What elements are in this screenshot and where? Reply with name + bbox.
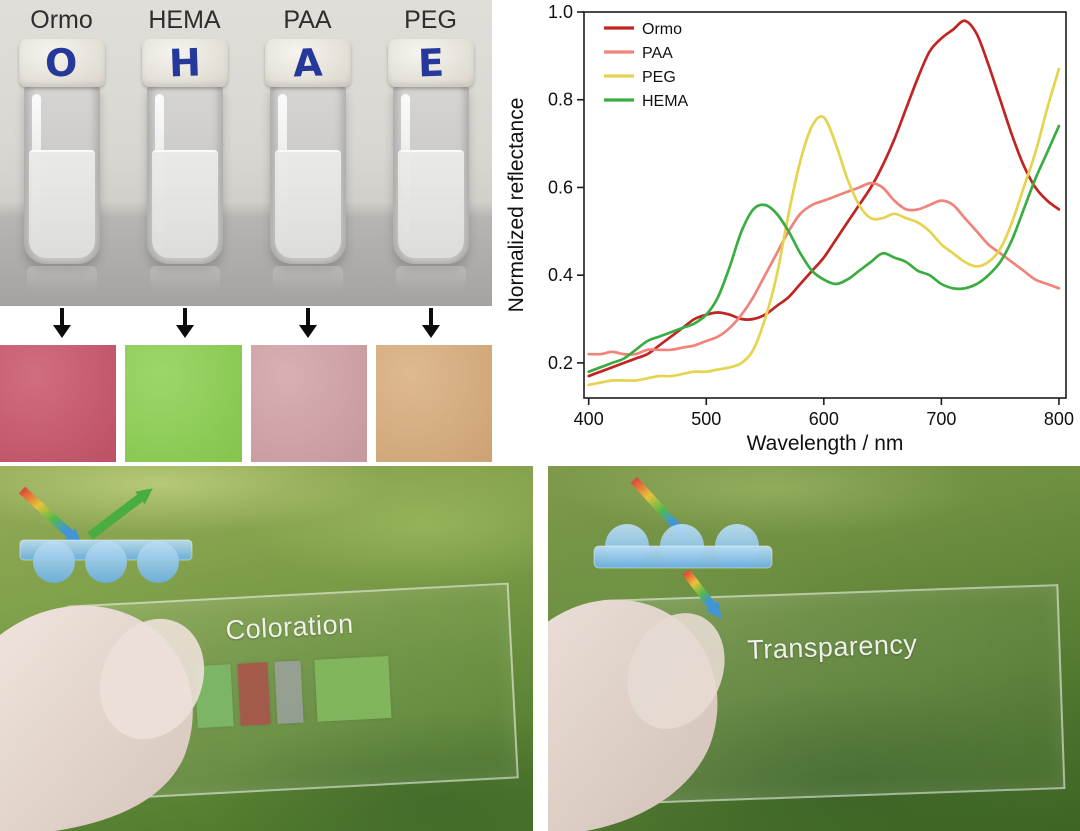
legend-label-peg: PEG <box>642 69 676 86</box>
film-swatch-peg <box>375 345 493 462</box>
series-line-hema <box>587 124 1061 374</box>
y-tick-label: 0.2 <box>548 353 573 373</box>
y-tick-label: 0.6 <box>548 177 573 197</box>
vial-cap: O <box>18 39 105 87</box>
x-tick-label: 500 <box>691 409 721 429</box>
down-arrow-icon <box>52 308 71 342</box>
cap-letter: O <box>44 40 79 86</box>
film-swatch-paa <box>250 345 368 462</box>
patch-gray <box>274 660 304 724</box>
vial-column-paa: PAA A <box>246 0 369 306</box>
vial-label: PAA <box>283 6 332 34</box>
vial-liquid <box>28 150 95 258</box>
film-swatch-ormo <box>0 345 117 462</box>
vials-panel: Ormo O HEMA H PAA A PEG E <box>0 0 493 462</box>
series-line-ormo <box>587 19 1061 378</box>
patch-red <box>237 662 271 726</box>
transmission-schematic-icon <box>593 476 773 619</box>
vial-reflection <box>272 266 343 290</box>
vial-cap: E <box>387 39 474 87</box>
y-axis-label: Normalized reflectance <box>505 98 528 313</box>
vial-body <box>392 84 469 264</box>
vial-liquid <box>151 150 218 258</box>
coloration-photo: Coloration <box>0 466 533 831</box>
film-swatches-row <box>0 345 493 462</box>
x-tick-label: 600 <box>809 409 839 429</box>
vial-cap: H <box>141 39 228 87</box>
vial-column-peg: PEG E <box>369 0 492 306</box>
vial-body <box>23 84 100 264</box>
plot-frame <box>583 11 1067 399</box>
vial-column-ormo: Ormo O <box>0 0 123 306</box>
vial-liquid <box>274 150 341 258</box>
cap-letter: E <box>416 40 445 86</box>
vial-reflection <box>395 266 466 290</box>
vials-photo: Ormo O HEMA H PAA A PEG E <box>0 0 492 306</box>
down-arrow-icon <box>175 308 194 342</box>
down-arrow-icon <box>298 308 317 342</box>
reflection-schematic-icon <box>18 486 193 583</box>
x-tick-label: 400 <box>574 409 604 429</box>
vial-liquid <box>397 150 464 258</box>
y-tick-label: 0.8 <box>548 90 573 110</box>
y-tick-label: 0.4 <box>548 265 573 285</box>
vial-cap: A <box>264 39 351 87</box>
series-line-peg <box>587 67 1061 387</box>
patch-green-wide <box>314 655 392 722</box>
y-tick-label: 1.0 <box>548 2 573 22</box>
series-line-paa <box>587 181 1061 356</box>
vial-column-hema: HEMA H <box>123 0 246 306</box>
x-tick-label: 700 <box>926 409 956 429</box>
legend-label-hema: HEMA <box>642 93 689 110</box>
cap-letter: A <box>292 40 323 86</box>
vial-body <box>146 84 223 264</box>
vial-label: PEG <box>404 6 457 34</box>
down-arrow-icon <box>421 308 440 342</box>
vial-reflection <box>149 266 220 290</box>
hand <box>0 605 205 831</box>
x-tick-label: 800 <box>1044 409 1074 429</box>
transparency-photo: Transparency <box>548 466 1080 831</box>
vial-label: Ormo <box>30 6 93 34</box>
hand <box>548 599 725 831</box>
legend-label-ormo: Ormo <box>642 21 682 38</box>
vial-body <box>269 84 346 264</box>
reflectance-chart-panel: 400 500 600 700 800 0.2 0.4 0.6 0.8 1.0 Wavelength… <box>504 0 1080 462</box>
vial-reflection <box>26 266 97 290</box>
film-swatch-hema <box>125 345 242 462</box>
reflectance-chart: 400 500 600 700 800 0.2 0.4 0.6 0.8 1.0 Wavelength… <box>505 2 1074 455</box>
legend-label-paa: PAA <box>642 45 673 62</box>
vial-label: HEMA <box>148 6 221 34</box>
x-axis-label: Wavelength / nm <box>747 432 904 455</box>
cap-letter: H <box>167 40 202 86</box>
arrows-row <box>0 308 492 342</box>
